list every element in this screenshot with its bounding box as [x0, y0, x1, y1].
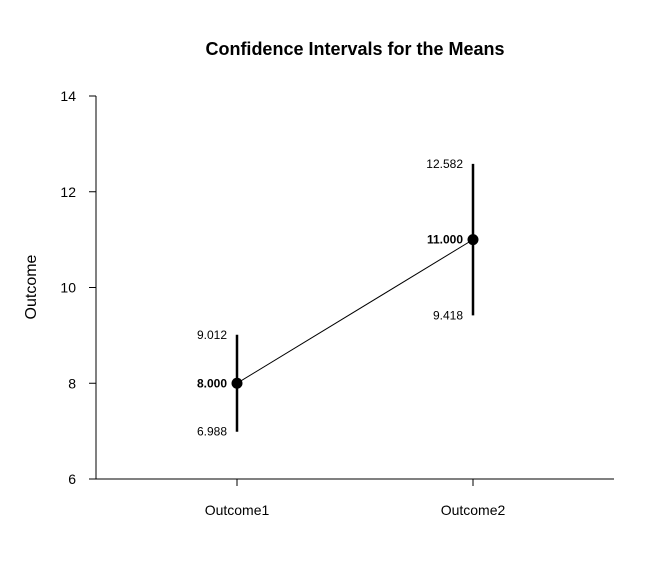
- y-tick-label: 10: [60, 280, 76, 296]
- y-tick-label: 12: [60, 184, 76, 200]
- y-tick-label: 6: [68, 471, 76, 487]
- axes: 6 8 10 12 14 Outcome1 Outcome2: [60, 88, 614, 518]
- y-tick-label: 8: [68, 375, 76, 391]
- y-tick-label: 14: [60, 88, 76, 104]
- mean-point: [467, 234, 479, 246]
- upper-ci-label: 12.582: [426, 157, 463, 171]
- lower-ci-label: 6.988: [197, 425, 227, 439]
- mean-label: 8.000: [197, 376, 227, 390]
- mean-point: [231, 377, 243, 389]
- chart-title: Confidence Intervals for the Means: [205, 39, 504, 59]
- x-tick-label: Outcome1: [205, 502, 270, 518]
- y-axis-label: Outcome: [23, 254, 40, 319]
- chart-marks: 9.012 8.000 6.988 12.582 11.000 9.418: [197, 157, 479, 439]
- means-line: [236, 239, 474, 384]
- x-tick-label: Outcome2: [441, 502, 506, 518]
- lower-ci-label: 9.418: [433, 308, 463, 322]
- mean-label: 11.000: [427, 233, 463, 247]
- upper-ci-label: 9.012: [197, 328, 227, 342]
